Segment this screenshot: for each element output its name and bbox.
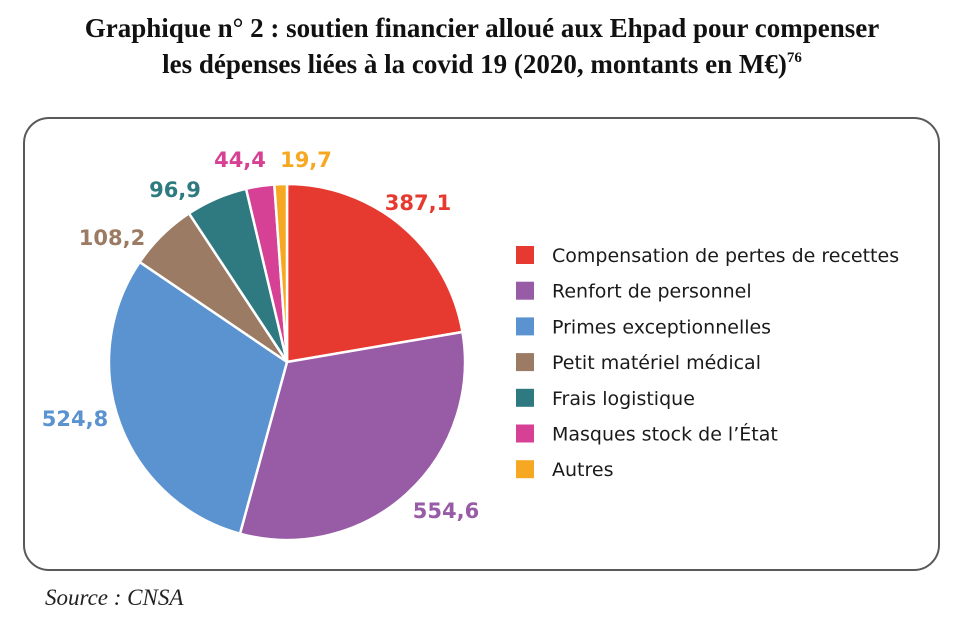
legend-swatch-1	[516, 246, 534, 264]
legend-swatch-6	[516, 424, 534, 443]
footnote-reference: 76	[786, 50, 802, 66]
pie-slice-2	[238, 330, 467, 542]
legend-label-5: Frais logistique	[552, 388, 695, 410]
slice-value-label-3: 524,8	[42, 407, 108, 431]
chart-title: Graphique n° 2 : soutien financier allou…	[0, 10, 964, 82]
legend-swatch-4	[516, 353, 534, 372]
slice-value-label-4: 108,2	[79, 226, 145, 250]
legend-label-3: Primes exceptionnelles	[552, 316, 771, 338]
legend-label-7: Autres	[552, 459, 613, 481]
source-note: Source : CNSA	[45, 585, 184, 610]
pie-slice-3	[107, 260, 289, 536]
legend-label-2: Renfort de personnel	[552, 281, 752, 303]
chart-panel	[23, 117, 940, 571]
legend-swatch-3	[516, 317, 534, 336]
pie-slice-7	[272, 182, 289, 363]
chart-title-line-1: Graphique n° 2 : soutien financier allou…	[84, 13, 880, 43]
legend-swatch-7	[516, 460, 534, 479]
legend-swatch-5	[516, 388, 534, 407]
legend-label-1: Compensation de pertes de recettes	[552, 245, 899, 267]
legend-label-4: Petit matériel médical	[552, 352, 761, 374]
slice-value-label-2: 554,6	[413, 499, 479, 523]
chart-title-line-2: les dépenses liées à la covid 19 (2020, …	[0, 46, 964, 82]
chart-title-line-2-text: les dépenses liées à la covid 19 (2020, …	[162, 49, 787, 79]
slice-value-label-7: 19,7	[280, 148, 332, 172]
legend-label-6: Masques stock de l’État	[552, 423, 778, 446]
slice-value-label-1: 387,1	[385, 191, 451, 215]
pie-slice-1	[285, 182, 464, 364]
slice-value-label-6: 44,4	[214, 148, 266, 172]
slice-value-label-5: 96,9	[149, 178, 201, 202]
legend-swatch-2	[516, 281, 534, 300]
